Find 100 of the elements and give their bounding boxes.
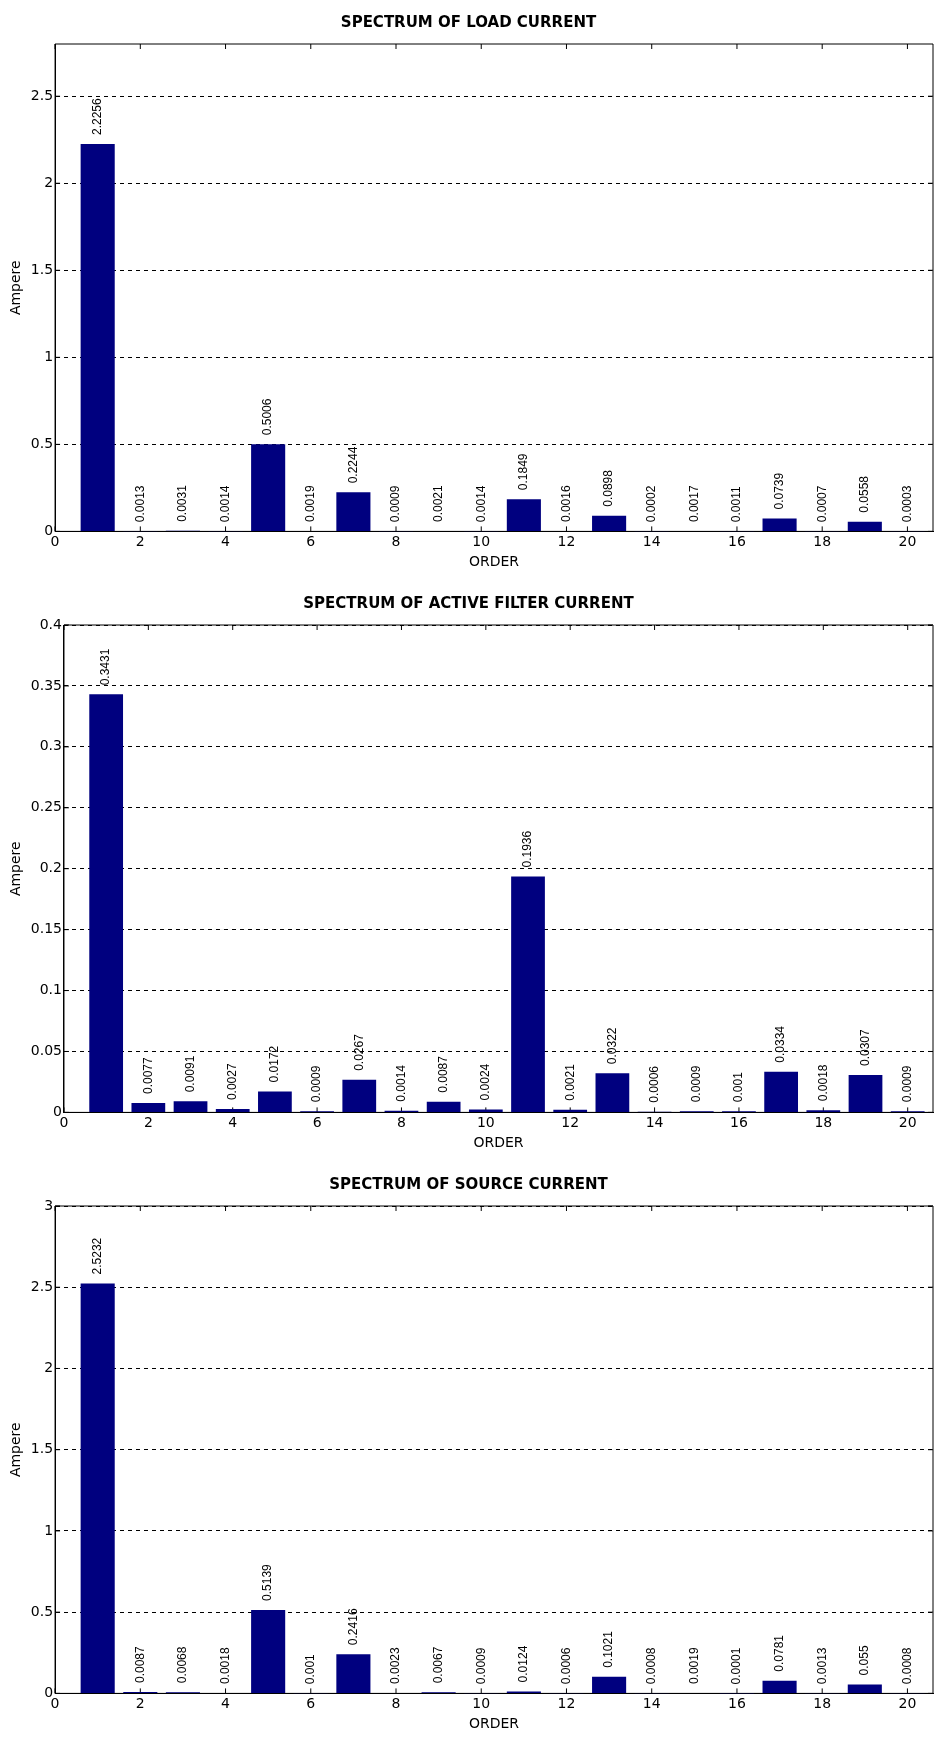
x-tick-label: 10 bbox=[472, 533, 491, 550]
data-label: 0.0091 bbox=[182, 1055, 197, 1093]
bar bbox=[762, 1680, 797, 1693]
data-label: 0.0019 bbox=[686, 1647, 701, 1685]
data-label: 0.0007 bbox=[814, 485, 829, 523]
bar bbox=[847, 521, 882, 531]
data-label: 0.0027 bbox=[225, 1063, 240, 1101]
data-label: 0.001 bbox=[731, 1071, 746, 1103]
x-tick-label: 18 bbox=[813, 1695, 832, 1712]
data-label: 0.0006 bbox=[646, 1065, 661, 1103]
bar bbox=[342, 1079, 377, 1112]
data-label: 0.0008 bbox=[644, 1647, 659, 1685]
y-tick-label: 0.4 bbox=[39, 615, 63, 632]
data-label: 0.0781 bbox=[771, 1634, 786, 1672]
data-label: 0.0001 bbox=[729, 1647, 744, 1685]
data-label: 0.0018 bbox=[217, 1647, 232, 1685]
y-axis-title: Ampere bbox=[7, 1422, 24, 1478]
data-label: 0.1021 bbox=[601, 1630, 616, 1668]
x-axis-title: ORDER bbox=[468, 1715, 520, 1732]
chart-title: SPECTRUM OF SOURCE CURRENT bbox=[329, 1174, 609, 1193]
data-label: 0.0077 bbox=[140, 1056, 155, 1095]
data-label: 0.0009 bbox=[900, 1065, 914, 1103]
data-label: 0.0739 bbox=[771, 472, 786, 510]
data-label: 0.0172 bbox=[267, 1045, 282, 1083]
x-tick-label: 18 bbox=[814, 1114, 833, 1131]
data-label: 0.0334 bbox=[773, 1025, 788, 1063]
x-tick-label: 14 bbox=[645, 1114, 664, 1131]
x-tick-label: 6 bbox=[306, 533, 316, 550]
chart-title: SPECTRUM OF LOAD CURRENT bbox=[340, 12, 597, 31]
x-tick-label: 12 bbox=[557, 1695, 576, 1712]
y-tick-label: 1 bbox=[44, 347, 54, 364]
y-axis-title: Ampere bbox=[7, 260, 24, 316]
y-tick-label: 1.5 bbox=[30, 260, 54, 277]
bar bbox=[251, 1609, 286, 1693]
x-tick-label: 20 bbox=[898, 1695, 917, 1712]
x-tick-label: 8 bbox=[391, 533, 401, 550]
x-tick-label: 8 bbox=[391, 1695, 401, 1712]
y-tick-label: 0.5 bbox=[30, 435, 54, 451]
bar bbox=[511, 876, 545, 1112]
y-tick-label: 0.35 bbox=[30, 676, 62, 693]
x-tick-label: 16 bbox=[728, 1695, 746, 1712]
bar bbox=[173, 1101, 208, 1112]
bar bbox=[80, 143, 115, 531]
x-tick-label: 10 bbox=[472, 1695, 491, 1712]
data-label: 0.0017 bbox=[686, 485, 701, 523]
data-label: 0.0021 bbox=[430, 485, 445, 523]
data-label: 0.1936 bbox=[520, 830, 535, 868]
data-label: 0.3431 bbox=[98, 648, 113, 686]
data-label: 0.5006 bbox=[260, 398, 275, 436]
x-tick-label: 2 bbox=[143, 1114, 153, 1131]
data-label: 2.2256 bbox=[90, 97, 104, 135]
data-label: 0.2416 bbox=[345, 1608, 360, 1646]
chart-title: SPECTRUM OF ACTIVE FILTER CURRENT bbox=[303, 593, 635, 612]
data-label: 0.0013 bbox=[132, 485, 147, 523]
data-label: 0.001 bbox=[303, 1653, 318, 1685]
data-label: 0.0087 bbox=[132, 1645, 147, 1683]
x-axis-title: ORDER bbox=[473, 1134, 524, 1151]
bar bbox=[80, 1283, 115, 1693]
x-axis-title: ORDER bbox=[468, 553, 520, 570]
y-tick-label: 0.25 bbox=[30, 798, 62, 815]
data-label: 0.0002 bbox=[644, 485, 659, 523]
x-tick-label: 18 bbox=[813, 533, 832, 550]
bar bbox=[215, 1109, 250, 1112]
data-label: 0.0014 bbox=[217, 485, 232, 523]
data-label: 0.0016 bbox=[558, 485, 573, 523]
data-label: 0.0014 bbox=[393, 1064, 408, 1102]
data-label: 0.0322 bbox=[604, 1027, 619, 1065]
x-tick-label: 10 bbox=[476, 1114, 495, 1131]
data-label: 0.0558 bbox=[857, 475, 872, 513]
x-tick-label: 2 bbox=[135, 533, 145, 550]
bar bbox=[762, 518, 797, 531]
bar bbox=[251, 444, 286, 531]
bar bbox=[764, 1071, 799, 1112]
y-tick-label: 0.1 bbox=[39, 981, 62, 998]
y-tick-label: 0.15 bbox=[30, 920, 62, 937]
data-label: 0.1849 bbox=[516, 453, 531, 491]
data-label: 0.2244 bbox=[345, 446, 360, 484]
y-tick-label: 3 bbox=[44, 1196, 54, 1213]
data-label: 0.0009 bbox=[309, 1065, 324, 1103]
x-tick-label: 2 bbox=[135, 1695, 145, 1712]
data-label: 0.0009 bbox=[689, 1065, 704, 1103]
y-tick-label: 2.5 bbox=[30, 1277, 54, 1294]
bar bbox=[553, 1109, 588, 1112]
data-label: 0.0006 bbox=[558, 1647, 573, 1685]
x-tick-label: 20 bbox=[898, 533, 917, 550]
x-tick-label: 4 bbox=[228, 1114, 238, 1131]
data-label: 0.0087 bbox=[435, 1055, 450, 1093]
bar bbox=[336, 1654, 371, 1693]
bar bbox=[89, 694, 124, 1112]
x-tick-label: 4 bbox=[221, 533, 231, 550]
data-label: 0.0018 bbox=[815, 1064, 830, 1102]
x-tick-label: 12 bbox=[557, 533, 576, 550]
x-tick-label: 16 bbox=[728, 533, 746, 550]
bar bbox=[506, 499, 541, 531]
bar bbox=[847, 1684, 882, 1693]
y-tick-label: 0.05 bbox=[30, 1042, 62, 1059]
y-axis-title: Ampere bbox=[7, 841, 24, 897]
data-label: 0.0067 bbox=[430, 1646, 445, 1684]
x-tick-label: 14 bbox=[642, 533, 661, 550]
x-tick-label: 6 bbox=[312, 1114, 322, 1131]
